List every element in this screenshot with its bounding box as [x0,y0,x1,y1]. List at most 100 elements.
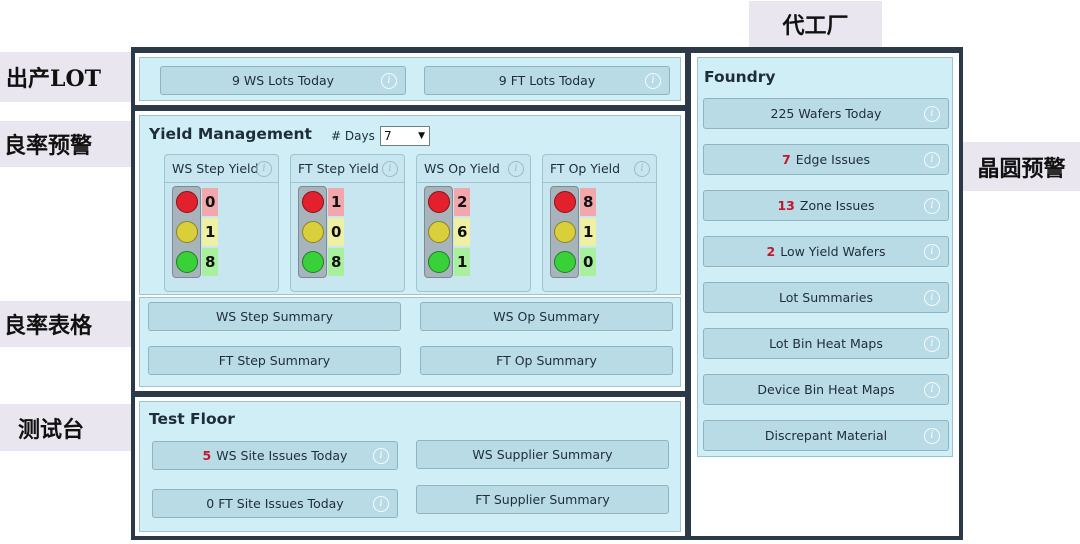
yellow-count: 1 [202,218,218,246]
ws-step-summary-button[interactable]: WS Step Summary [148,302,401,331]
test-floor-section: Test Floor 5 WS Site Issues Today i WS S… [139,401,681,532]
lots-panel-inner: 9 WS Lots Today i 9 FT Lots Today i [139,57,681,101]
ws-step-summary-label: WS Step Summary [215,309,334,324]
lot-summaries-label: Lot Summaries [779,290,873,305]
yield-card-title: FT Step Yield [298,161,379,176]
ws-site-issues-button[interactable]: 5 WS Site Issues Today i [152,441,398,470]
dashboard-frame: 9 WS Lots Today i 9 FT Lots Today i Yiel… [131,47,963,540]
chevron-down-icon: ▼ [418,131,425,141]
ft-step-summary-label: FT Step Summary [218,353,331,368]
zone-issues-label: Zone Issues [799,198,875,213]
yield-management-title: Yield Management [149,125,312,143]
yield-panel: Yield Management # Days 7 ▼ WS Step Yiel… [135,111,685,391]
yellow-count: 1 [580,218,596,246]
edge-issues-label: Edge Issues [795,152,870,167]
yellow-light-icon [176,221,198,243]
ws-supplier-summary-label: WS Supplier Summary [472,447,613,462]
green-count: 0 [580,248,596,276]
yield-card-header: FT Step Yield i [291,155,404,183]
summary-section: WS Step Summary WS Op Summary FT Step Su… [139,297,681,387]
red-light-icon [302,191,324,213]
days-select-value: 7 [384,129,392,143]
ft-op-summary-label: FT Op Summary [496,353,597,368]
ft-site-issues-label: 0 FT Site Issues Today [206,496,344,511]
ws-site-issues-count: 5 [202,448,212,463]
ws-supplier-summary-button[interactable]: WS Supplier Summary [416,440,669,469]
info-icon[interactable]: i [924,151,940,168]
yield-card-header: FT Op Yield i [543,155,656,183]
red-light-icon [428,191,450,213]
info-icon[interactable]: i [924,335,940,352]
info-icon[interactable]: i [382,160,398,177]
test-floor-panel: Test Floor 5 WS Site Issues Today i WS S… [135,397,685,536]
ws-lots-today-label: 9 WS Lots Today [231,73,335,88]
info-icon[interactable]: i [924,381,940,398]
red-light-icon [554,191,576,213]
info-icon[interactable]: i [381,72,397,89]
info-icon[interactable]: i [256,160,272,177]
yellow-light-icon [302,221,324,243]
ft-supplier-summary-button[interactable]: FT Supplier Summary [416,485,669,514]
info-icon[interactable]: i [373,447,389,464]
yield-card-title: FT Op Yield [550,161,621,176]
ft-lots-today-button[interactable]: 9 FT Lots Today i [424,66,670,95]
traffic-light [550,186,579,278]
info-icon[interactable]: i [924,197,940,214]
ft-step-summary-button[interactable]: FT Step Summary [148,346,401,375]
ws-site-issues-label: WS Site Issues Today [216,448,348,463]
days-select[interactable]: 7 ▼ [380,126,430,146]
yellow-light-icon [554,221,576,243]
green-light-icon [176,251,198,273]
ws-op-summary-button[interactable]: WS Op Summary [420,302,673,331]
callout-output-lot: 出产LOT [0,52,131,102]
wafers-today-label: 225 Wafers Today [770,106,882,121]
callout-yield-table: 良率表格 [0,301,131,347]
yield-card-ft-op[interactable]: FT Op Yield i 8 1 0 [542,154,657,292]
yield-management-section: Yield Management # Days 7 ▼ WS Step Yiel… [139,115,681,295]
yield-card-ws-op[interactable]: WS Op Yield i 2 6 1 [416,154,531,292]
info-icon[interactable]: i [924,105,940,122]
callout-wafer-alert: 晶圆预警 [963,142,1080,191]
edge-issues-button[interactable]: 7 Edge Issues i [703,144,949,175]
low-yield-wafers-button[interactable]: 2 Low Yield Wafers i [703,236,949,267]
ft-site-issues-button[interactable]: 0 FT Site Issues Today i [152,489,398,518]
green-light-icon [428,251,450,273]
discrepant-material-button[interactable]: Discrepant Material i [703,420,949,451]
red-count: 0 [202,188,218,216]
red-count: 1 [328,188,344,216]
lots-panel: 9 WS Lots Today i 9 FT Lots Today i [135,53,685,105]
green-light-icon [302,251,324,273]
device-bin-heat-maps-label: Device Bin Heat Maps [757,382,895,397]
green-count: 8 [328,248,344,276]
info-icon[interactable]: i [634,160,650,177]
info-icon[interactable]: i [645,72,661,89]
info-icon[interactable]: i [373,495,389,512]
info-icon[interactable]: i [508,160,524,177]
yellow-light-icon [428,221,450,243]
red-count: 8 [580,188,596,216]
ws-lots-today-button[interactable]: 9 WS Lots Today i [160,66,406,95]
device-bin-heat-maps-button[interactable]: Device Bin Heat Maps i [703,374,949,405]
edge-issues-count: 7 [782,152,791,167]
green-count: 1 [454,248,470,276]
zone-issues-button[interactable]: 13 Zone Issues i [703,190,949,221]
ft-op-summary-button[interactable]: FT Op Summary [420,346,673,375]
yield-card-ft-step[interactable]: FT Step Yield i 1 0 8 [290,154,405,292]
discrepant-material-label: Discrepant Material [764,428,888,443]
yield-card-title: WS Step Yield [172,161,259,176]
info-icon[interactable]: i [924,427,940,444]
traffic-light [298,186,327,278]
lot-bin-heat-maps-button[interactable]: Lot Bin Heat Maps i [703,328,949,359]
foundry-panel: Foundry 225 Wafers Today i 7 Edge Issues… [691,53,959,536]
wafers-today-button[interactable]: 225 Wafers Today i [703,98,949,129]
info-icon[interactable]: i [924,243,940,260]
traffic-light [172,186,201,278]
yellow-count: 0 [328,218,344,246]
low-yield-wafers-count: 2 [766,244,776,259]
test-floor-title: Test Floor [149,410,235,428]
info-icon[interactable]: i [924,289,940,306]
days-label: # Days [331,129,375,143]
yield-card-ws-step[interactable]: WS Step Yield i 0 1 8 [164,154,279,292]
foundry-section: Foundry 225 Wafers Today i 7 Edge Issues… [697,57,953,457]
lot-summaries-button[interactable]: Lot Summaries i [703,282,949,313]
